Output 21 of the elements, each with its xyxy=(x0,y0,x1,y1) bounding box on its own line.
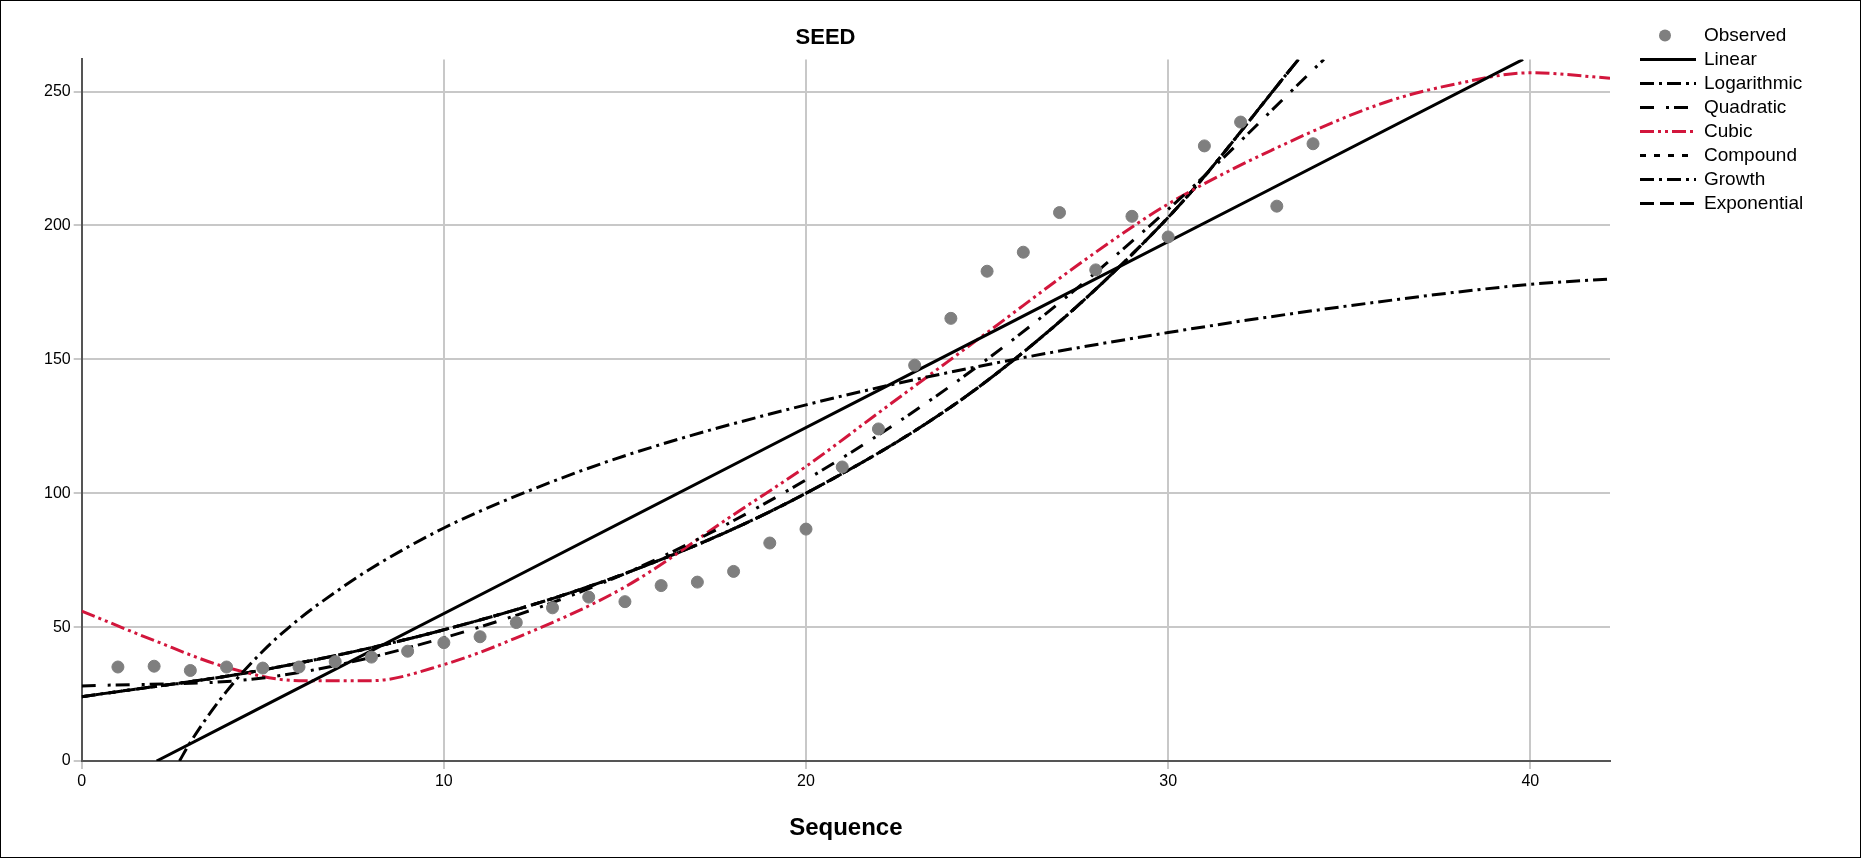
x-tick-label: 0 xyxy=(77,772,87,790)
y-tick-label: 250 xyxy=(43,81,71,99)
legend-label: Exponential xyxy=(1704,191,1804,213)
x-tick-label: 40 xyxy=(1521,772,1540,790)
legend-label: Observed xyxy=(1704,23,1787,45)
legend-label: Compound xyxy=(1704,143,1797,165)
y-tick-label: 200 xyxy=(43,215,71,233)
legend-label: Growth xyxy=(1704,167,1766,189)
legend-label: Quadratic xyxy=(1704,95,1787,117)
y-tick-label: 100 xyxy=(43,483,71,501)
y-tick-label: 50 xyxy=(52,617,71,635)
x-axis-title: Sequence xyxy=(789,813,903,841)
legend-label: Linear xyxy=(1704,47,1758,69)
x-tick-label: 30 xyxy=(1159,772,1178,790)
chart-title: SEED xyxy=(795,24,856,50)
y-tick-label: 0 xyxy=(61,751,71,769)
x-tick-label: 20 xyxy=(797,772,816,790)
legend-label: Cubic xyxy=(1704,119,1753,141)
x-tick-label: 10 xyxy=(434,772,453,790)
legend-label: Logarithmic xyxy=(1704,71,1803,93)
y-tick-label: 150 xyxy=(43,349,71,367)
